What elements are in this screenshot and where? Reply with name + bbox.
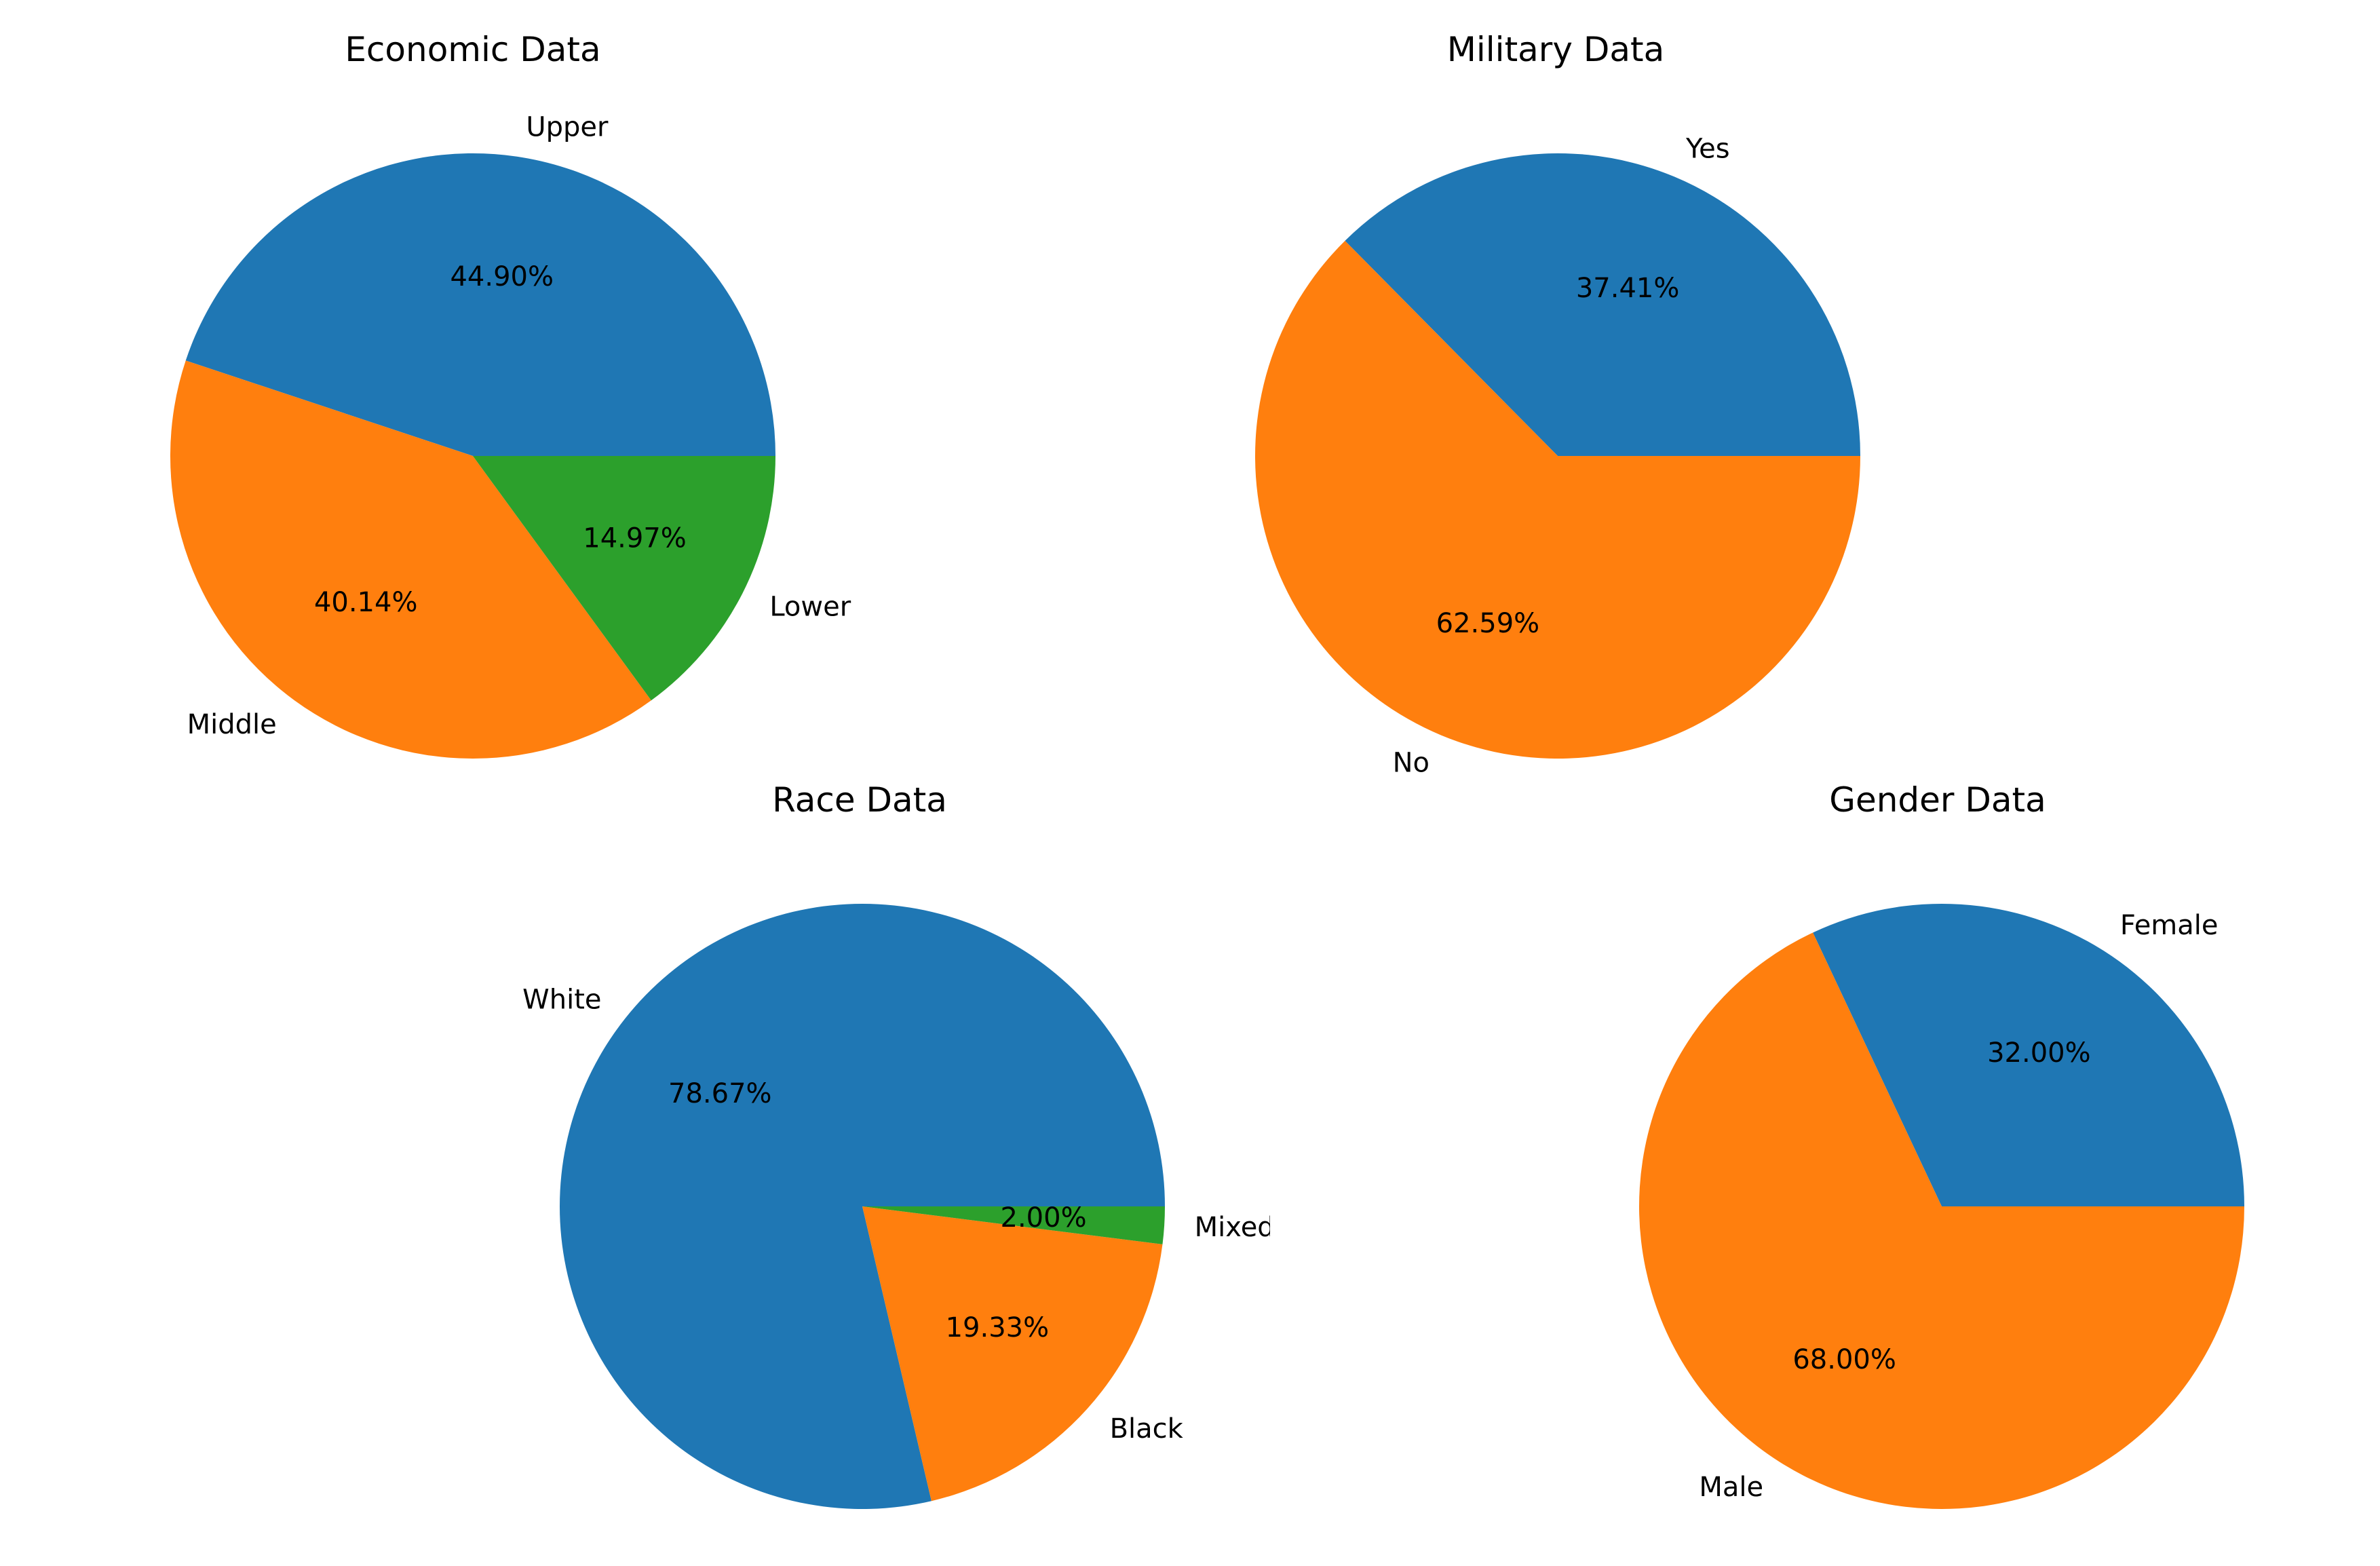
military-slice-no: [1255, 240, 1860, 759]
military-pct-no: 62.59%: [1436, 608, 1540, 639]
military-pct-yes: 37.41%: [1576, 273, 1680, 304]
economic-slice-lower: [473, 456, 775, 701]
gender-pct-female: 32.00%: [1987, 1037, 2091, 1069]
race-pct-mixed: 2.00%: [1001, 1202, 1087, 1234]
economic-slice-middle: [170, 360, 651, 759]
gender-label-female: Female: [2120, 910, 2219, 941]
economic-pct-lower: 14.97%: [583, 522, 687, 554]
race-slice-black: [862, 1206, 1163, 1502]
economic-title: Economic Data: [345, 30, 600, 69]
race-slice-white: [560, 903, 1165, 1509]
race-label-mixed: Mixed: [1195, 1212, 1275, 1243]
economic-pct-upper: 44.90%: [450, 261, 554, 292]
economic-pct-middle: 40.14%: [314, 587, 418, 618]
military-pie: Military Data 37.41% Yes 62.59% No: [1255, 30, 1860, 779]
race-pie: Race Data 78.67% White 19.33% Black 2.00% Mix…: [522, 780, 1275, 1509]
economic-pie: Economic Data 44.90% Upper 40.14% Middle 14.…: [170, 30, 851, 759]
gender-pct-male: 68.00%: [1792, 1344, 1896, 1375]
gender-label-male: Male: [1699, 1472, 1763, 1503]
gender-title: Gender Data: [1829, 780, 2046, 820]
race-label-black: Black: [1110, 1413, 1184, 1445]
military-title: Military Data: [1447, 30, 1664, 69]
race-pct-black: 19.33%: [946, 1312, 1050, 1343]
race-title: Race Data: [772, 780, 947, 820]
economic-slice-upper: [185, 153, 775, 456]
economic-label-lower: Lower: [769, 591, 851, 622]
economic-label-middle: Middle: [187, 709, 277, 740]
gender-slice-male: [1639, 932, 2244, 1510]
race-label-white: White: [522, 984, 601, 1015]
military-label-yes: Yes: [1685, 133, 1730, 164]
military-slice-yes: [1345, 153, 1860, 457]
gender-pie: Gender Data 32.00% Female 68.00% Male: [1639, 780, 2244, 1510]
race-slice-mixed: [862, 1206, 1165, 1244]
gender-slice-female: [1813, 904, 2244, 1206]
military-label-no: No: [1393, 748, 1429, 779]
race-pct-white: 78.67%: [668, 1078, 772, 1109]
economic-label-upper: Upper: [526, 112, 609, 143]
